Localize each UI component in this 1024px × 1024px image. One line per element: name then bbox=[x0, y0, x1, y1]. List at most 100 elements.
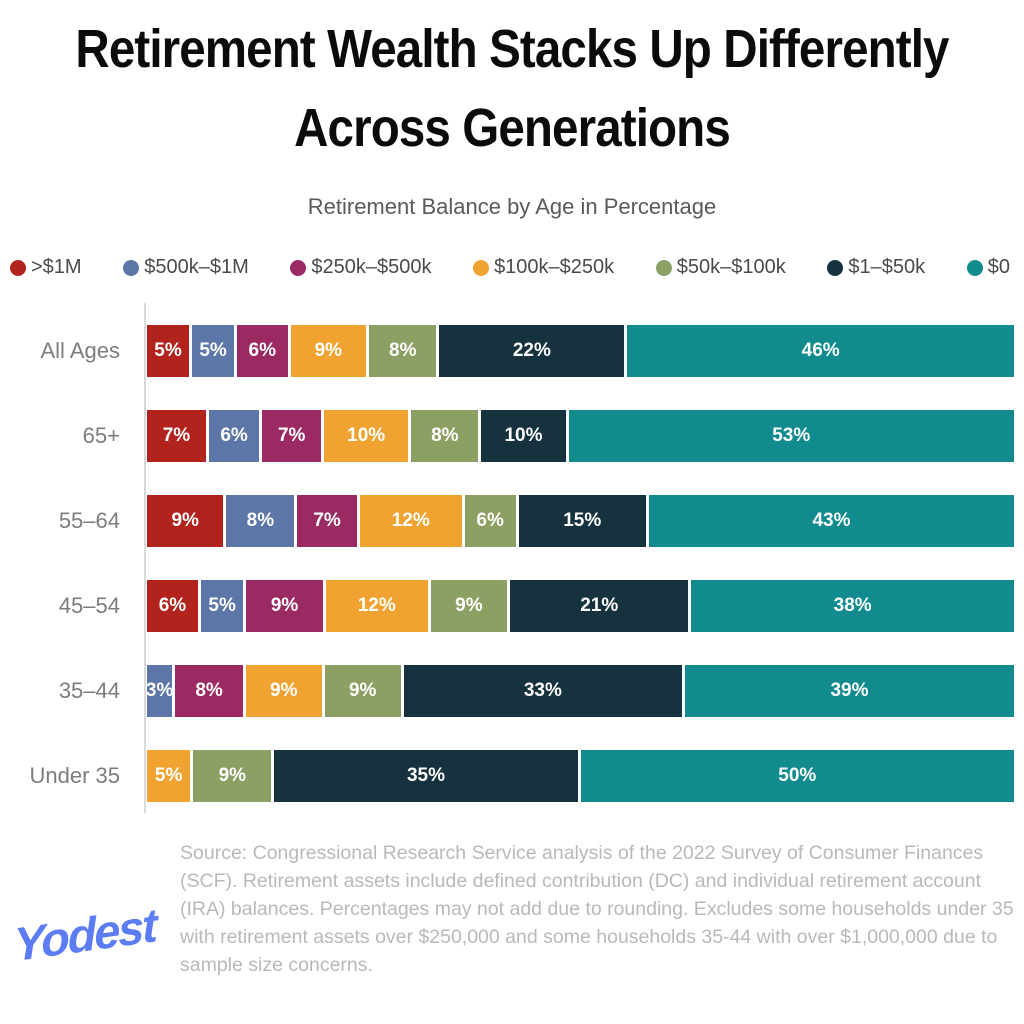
bar-segment-value: 7% bbox=[162, 425, 191, 446]
bar-stack: 6% 5% 9% 12% 9% 21% 38% bbox=[147, 580, 1024, 632]
bar-segment-value: 6% bbox=[220, 425, 248, 446]
bar-segment-value: 5% bbox=[154, 340, 182, 361]
bar-segment: 39% bbox=[685, 665, 1014, 717]
legend-item-label: $100k–$250k bbox=[494, 256, 615, 278]
bar-segment: 7% bbox=[147, 410, 206, 462]
bar-segment-value: 46% bbox=[801, 340, 840, 361]
chart-subtitle: Retirement Balance by Age in Percentage bbox=[307, 194, 717, 219]
bar-segment: 33% bbox=[403, 665, 683, 717]
row-label: Under 35 bbox=[29, 763, 120, 788]
bar-segment: 5% bbox=[147, 750, 191, 802]
bar-segment-value: 7% bbox=[313, 510, 341, 531]
bar-segment-value: 43% bbox=[812, 510, 851, 531]
bar-segment-value: 9% bbox=[171, 510, 199, 531]
bar-segment-value: 35% bbox=[406, 765, 445, 786]
bar-segment: 9% bbox=[290, 325, 367, 377]
bar-segment-value: 6% bbox=[476, 510, 504, 531]
chart-row: Under 35 5% 9% 35% 50% bbox=[0, 750, 1024, 802]
legend-item: $250k–$500k bbox=[290, 256, 431, 279]
legend-color-dot-icon bbox=[966, 259, 983, 276]
bar-segment: 9% bbox=[246, 580, 323, 632]
bar-segment: 6% bbox=[208, 410, 260, 462]
row-label: 55–64 bbox=[58, 508, 120, 533]
bar-segment-value: 22% bbox=[512, 340, 551, 361]
bar-segment-value: 3% bbox=[145, 680, 174, 701]
bar-segment-value: 12% bbox=[391, 510, 430, 531]
bar-segment-value: 53% bbox=[772, 425, 811, 446]
bar-segment: 12% bbox=[359, 495, 462, 547]
bar-segment: 8% bbox=[226, 495, 295, 547]
chart-legend: >$1M $500k–$1M $250k–$500k $100k–$250k $50k–… bbox=[10, 256, 1010, 279]
legend-item-label: >$1M bbox=[31, 256, 82, 278]
bar-segment: 9% bbox=[147, 495, 224, 547]
legend-item: $50k–$100k bbox=[655, 256, 786, 279]
bar-segment-value: 5% bbox=[208, 595, 236, 616]
chart-row: 55–64 9% 8% 7% 12% 6% 15% 43% bbox=[0, 495, 1024, 547]
bar-segment: 8% bbox=[175, 665, 243, 717]
bar-segment-value: 38% bbox=[833, 595, 872, 616]
row-label: All Ages bbox=[40, 338, 121, 363]
header: Retirement Wealth Stacks Up Differently … bbox=[0, 0, 1024, 220]
bar-segment: 9% bbox=[324, 665, 401, 717]
bar-segment-value: 5% bbox=[199, 340, 227, 361]
bar-segment-value: 6% bbox=[248, 340, 277, 361]
bar-stack: 5% 5% 6% 9% 8% 22% 46% bbox=[147, 325, 1024, 377]
bar-segment: 9% bbox=[430, 580, 508, 632]
bar-segment: 43% bbox=[648, 495, 1014, 547]
chart-row: 65+ 7% 6% 7% 10% 8% 10% 53% bbox=[0, 410, 1024, 462]
legend-item-label: $500k–$1M bbox=[144, 256, 249, 278]
legend-color-dot-icon bbox=[655, 259, 672, 276]
legend-item-label: $250k–$500k bbox=[311, 256, 432, 278]
bar-stack: 5% 9% 35% 50% bbox=[147, 750, 1024, 802]
y-axis-line bbox=[144, 303, 146, 813]
legend-item: $100k–$250k bbox=[473, 256, 614, 279]
bar-segment-value: 21% bbox=[580, 595, 619, 616]
legend-color-dot-icon bbox=[290, 259, 307, 276]
bar-segment: 10% bbox=[324, 410, 409, 462]
bar-segment-value: 10% bbox=[504, 425, 543, 446]
page-title-line-1: Retirement Wealth Stacks Up Differently bbox=[75, 19, 949, 79]
bar-segment-value: 9% bbox=[270, 680, 298, 701]
bar-segment: 46% bbox=[627, 325, 1015, 377]
bar-segment-value: 33% bbox=[523, 680, 562, 701]
bar-segment-value: 8% bbox=[431, 425, 459, 446]
bar-segment: 5% bbox=[200, 580, 244, 632]
bar-segment-value: 8% bbox=[389, 340, 417, 361]
bar-segment: 3% bbox=[145, 665, 174, 717]
bar-segment-value: 39% bbox=[830, 680, 869, 701]
legend-color-dot-icon bbox=[473, 259, 490, 276]
legend-item-label: $1–$50k bbox=[848, 256, 926, 278]
bar-segment: 5% bbox=[192, 325, 235, 377]
bar-segment-value: 5% bbox=[154, 765, 183, 786]
bar-segment-value: 10% bbox=[347, 425, 386, 446]
bar-segment: 7% bbox=[262, 410, 322, 462]
bar-segment: 7% bbox=[297, 495, 357, 547]
bar-stack: 7% 6% 7% 10% 8% 10% 53% bbox=[147, 410, 1024, 462]
bar-segment: 12% bbox=[325, 580, 428, 632]
bar-segment: 53% bbox=[568, 410, 1015, 462]
bar-segment-value: 9% bbox=[270, 595, 299, 616]
page-title-line-2: Across Generations bbox=[294, 98, 731, 158]
bar-segment-value: 9% bbox=[218, 765, 247, 786]
bar-segment: 5% bbox=[147, 325, 190, 377]
bar-segment-value: 15% bbox=[563, 510, 602, 531]
bar-segment-value: 50% bbox=[778, 765, 817, 786]
bar-segment: 8% bbox=[369, 325, 437, 377]
chart-rows: All Ages 5% 5% 6% 9% 8% 22% 46% 65+ 7% 6% 7% 10% 8% 10… bbox=[0, 325, 1024, 802]
footer: Source: Congressional Research Service a… bbox=[0, 839, 1024, 1024]
legend-color-dot-icon bbox=[123, 259, 140, 276]
bar-segment: 6% bbox=[237, 325, 288, 377]
bar-segment: 15% bbox=[518, 495, 646, 547]
stacked-bar-chart: All Ages 5% 5% 6% 9% 8% 22% 46% 65+ 7% 6% 7% 10% 8% 10… bbox=[0, 303, 1024, 813]
legend-item: $500k–$1M bbox=[123, 256, 249, 279]
bar-segment-value: 9% bbox=[314, 340, 343, 361]
bar-segment: 8% bbox=[411, 410, 479, 462]
legend-color-dot-icon bbox=[827, 259, 844, 276]
row-label: 45–54 bbox=[58, 593, 120, 618]
source-note: Source: Congressional Research Service a… bbox=[180, 842, 1014, 976]
bar-stack: 3% 8% 9% 9% 33% 39% bbox=[145, 665, 1024, 717]
bar-segment: 50% bbox=[580, 750, 1014, 802]
bar-segment-value: 9% bbox=[348, 680, 377, 701]
bar-segment: 9% bbox=[193, 750, 272, 802]
bar-stack: 9% 8% 7% 12% 6% 15% 43% bbox=[147, 495, 1024, 547]
